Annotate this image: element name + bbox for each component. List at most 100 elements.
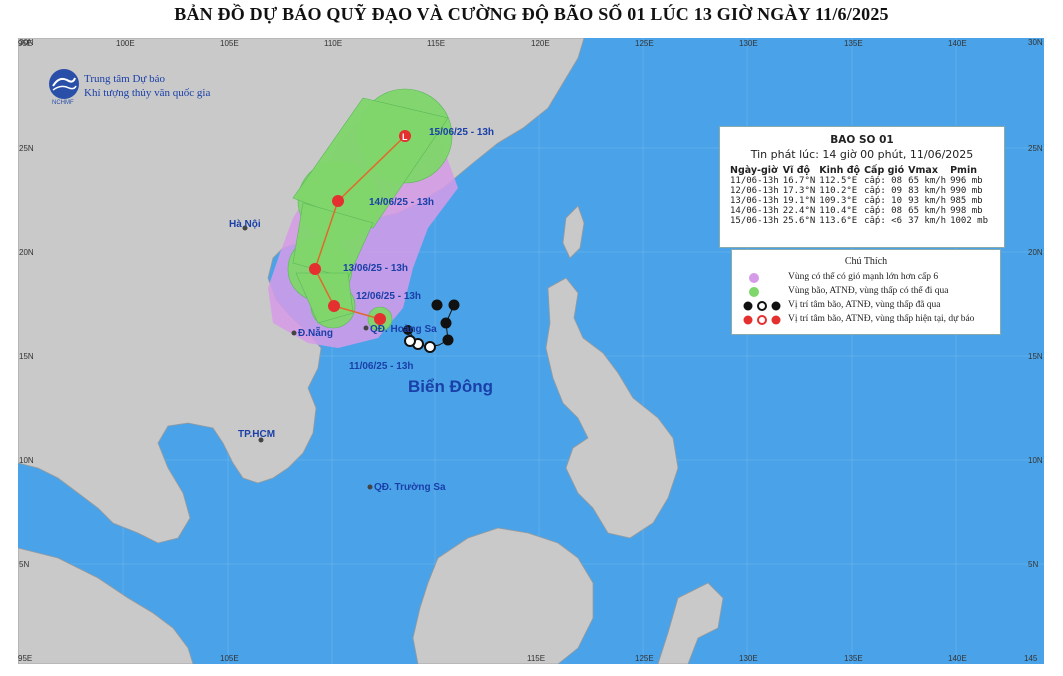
table-cell: 65 km/h bbox=[908, 206, 947, 216]
hanoi-marker bbox=[242, 225, 248, 231]
logo-text: NCHMF bbox=[52, 100, 74, 106]
table-cell: 113.6°E bbox=[819, 216, 858, 226]
hcm-label: TP.HCM bbox=[238, 429, 275, 440]
hcm-marker bbox=[258, 437, 264, 443]
table-cell: 11/06-13h bbox=[730, 176, 779, 186]
storm-info-table: Ngày-giờ Vĩ độ Kinh độ Cấp gió Vmax Pmin… bbox=[728, 165, 990, 226]
lon-label: 100E bbox=[116, 39, 135, 48]
track-label-1506: 15/06/25 - 13h bbox=[429, 127, 494, 138]
agency-logo: NCHMF bbox=[47, 68, 81, 106]
past-low-icon bbox=[442, 334, 454, 346]
lat-label: 10N bbox=[1028, 456, 1043, 465]
table-cell: 93 km/h bbox=[908, 196, 947, 206]
legend-item-label: Vùng có thể có gió mạnh lớn hơn cấp 6 bbox=[788, 272, 939, 282]
table-cell: 985 mb bbox=[950, 196, 983, 206]
table-cell: cấp: <6 bbox=[864, 216, 903, 226]
borneo bbox=[412, 527, 594, 665]
column-header: Ngày-giờ bbox=[730, 165, 778, 176]
table-cell: 13/06-13h bbox=[730, 196, 779, 206]
lat-label: 20N bbox=[19, 248, 34, 257]
lon-label: 105E bbox=[220, 654, 239, 663]
lon-label: 115E bbox=[527, 654, 545, 663]
lon-label: 105E bbox=[220, 39, 239, 48]
legend-title: Chú Thích bbox=[844, 256, 888, 267]
legend-item-label: Vùng bão, ATNĐ, vùng thấp có thể đi qua bbox=[788, 286, 949, 296]
map-title: BẢN ĐỒ DỰ BÁO QUỸ ĐẠO VÀ CƯỜNG ĐỘ BÃO SỐ… bbox=[174, 4, 889, 24]
past-positions bbox=[403, 299, 460, 353]
table-cell: 17.3°N bbox=[782, 186, 816, 196]
table-row: 14/06-13h 22.4°N 110.4°E cấp: 08 65 km/h 998 … bbox=[728, 206, 990, 216]
truongsa-marker bbox=[367, 484, 373, 490]
forecast-low-icon bbox=[399, 130, 411, 142]
forecast-storm-icon bbox=[332, 195, 344, 207]
agency-line-1: Trung tâm Dự báo bbox=[84, 73, 166, 85]
table-cell: 110.2°E bbox=[819, 186, 858, 196]
table-cell: 996 mb bbox=[950, 176, 983, 186]
table-cell: 112.5°E bbox=[819, 176, 858, 186]
past-depression-icon bbox=[404, 335, 416, 347]
lat-label: 5N bbox=[1028, 560, 1038, 569]
lon-label: 140E bbox=[948, 654, 967, 663]
storm-issued-time: Tin phát lúc: 14 giờ 00 phút, 11/06/2025 bbox=[750, 148, 974, 161]
hoangsa-marker bbox=[363, 325, 369, 331]
philippines bbox=[545, 277, 679, 539]
purple-dot-icon bbox=[749, 273, 759, 283]
table-cell: 37 km/h bbox=[908, 216, 947, 226]
column-header: Vĩ độ bbox=[782, 165, 811, 176]
table-header-row: Ngày-giờ Vĩ độ Kinh độ Cấp gió Vmax Pmin bbox=[728, 165, 990, 176]
lat-label: 30N bbox=[19, 38, 34, 47]
forecast-storm-icon bbox=[309, 263, 321, 275]
sea-label: Biển Đông bbox=[408, 377, 493, 396]
table-cell: 65 km/h bbox=[908, 176, 947, 186]
lat-label: 15N bbox=[1028, 352, 1043, 361]
table-cell: 16.7°N bbox=[782, 176, 816, 186]
legend-item-label: Vị trí tâm bão, ATNĐ, vùng thấp hiện tại… bbox=[788, 314, 975, 324]
danang-marker bbox=[291, 330, 297, 336]
legend-item-wind-zone: Vùng có thể có gió mạnh lớn hơn cấp 6 bbox=[732, 271, 1000, 285]
table-cell: 1002 mb bbox=[950, 216, 989, 226]
storm-info-box: BAO SO 01 Tin phát lúc: 14 giờ 00 phút, … bbox=[719, 126, 1005, 248]
low-letter-icon: L bbox=[402, 132, 408, 142]
lon-label: 125E bbox=[635, 654, 654, 663]
lon-label: 130E bbox=[739, 39, 758, 48]
hoangsa-label: QĐ. Hoàng Sa bbox=[370, 324, 437, 335]
table-cell: 83 km/h bbox=[908, 186, 947, 196]
lat-label: 20N bbox=[1028, 248, 1043, 257]
taiwan-island bbox=[562, 205, 585, 259]
current-storm-icon bbox=[374, 313, 386, 325]
forecast-storm-icon bbox=[328, 300, 340, 312]
lon-label: 110E bbox=[324, 39, 342, 48]
table-cell: cấp: 09 bbox=[864, 186, 903, 196]
table-cell: cấp: 10 bbox=[864, 196, 903, 206]
table-row: 12/06-13h 17.3°N 110.2°E cấp: 09 83 km/h 990 … bbox=[728, 186, 990, 196]
table-cell: 109.3°E bbox=[819, 196, 858, 206]
agency-line-2: Khí tượng thủy văn quốc gia bbox=[84, 87, 211, 99]
lat-label: 25N bbox=[19, 144, 34, 153]
track-label-1406: 14/06/25 - 13h bbox=[369, 197, 434, 208]
lon-label: 125E bbox=[635, 39, 654, 48]
table-cell: 110.4°E bbox=[819, 206, 858, 216]
lat-label: 5N bbox=[19, 560, 29, 569]
column-header: Pmin bbox=[950, 165, 977, 176]
column-header: Vmax bbox=[908, 165, 938, 176]
lon-label: 140E bbox=[948, 39, 967, 48]
table-row: 15/06-13h 25.6°N 113.6°E cấp: <6 37 km/h 1002… bbox=[728, 216, 990, 226]
lon-label: 95E bbox=[18, 654, 32, 663]
past-low-icon bbox=[431, 299, 443, 311]
lon-label: 135E bbox=[844, 654, 863, 663]
lat-label: 30N bbox=[1028, 38, 1043, 47]
table-cell: 15/06-13h bbox=[730, 216, 779, 226]
past-low-icon bbox=[440, 317, 452, 329]
table-row: 13/06-13h 19.1°N 109.3°E cấp: 10 93 km/h 985 … bbox=[728, 196, 990, 206]
track-label-1206: 12/06/25 - 13h bbox=[356, 291, 421, 302]
lon-label: 95E bbox=[18, 39, 32, 48]
current-symbols-icon bbox=[743, 315, 781, 325]
track-label-1306: 13/06/25 - 13h bbox=[343, 263, 408, 274]
sulawesi bbox=[657, 582, 724, 665]
legend-item-cone: Vùng bão, ATNĐ, vùng thấp có thể đi qua bbox=[732, 285, 1000, 299]
table-cell: 998 mb bbox=[950, 206, 983, 216]
track-label-1106: 11/06/25 - 13h bbox=[349, 361, 414, 372]
legend-item-past: Vị trí tâm bão, ATNĐ, vùng thấp đã qua bbox=[732, 299, 1000, 313]
lat-label: 15N bbox=[19, 352, 34, 361]
past-depression-icon bbox=[424, 341, 436, 353]
